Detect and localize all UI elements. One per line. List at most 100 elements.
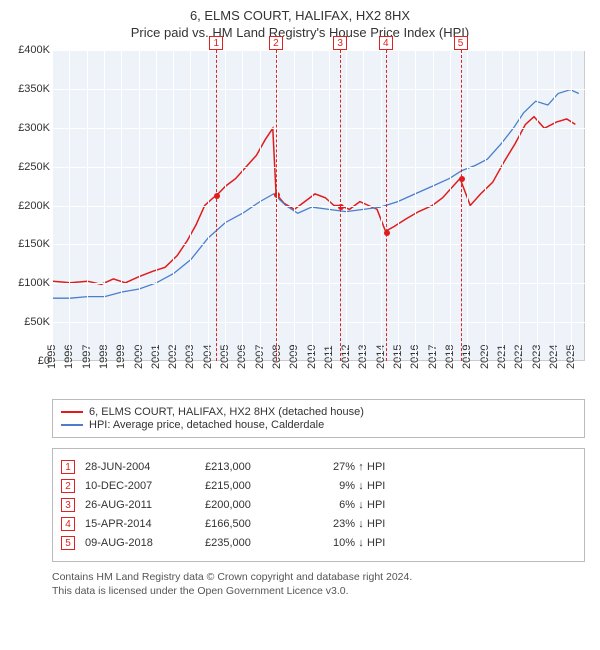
transaction-date: 26-AUG-2011 — [85, 499, 205, 511]
y-axis-tick: £300K — [12, 122, 50, 134]
transaction-direction-icon: ↓ — [355, 499, 367, 511]
y-gridline — [52, 89, 585, 90]
transaction-row: 4 15-APR-2014£166,50023%↓HPI — [61, 517, 576, 531]
transaction-hpi-label: HPI — [367, 461, 407, 473]
transaction-price: £235,000 — [205, 537, 305, 549]
transaction-pct: 9% — [305, 480, 355, 492]
legend-item-hpi: HPI: Average price, detached house, Cald… — [61, 419, 576, 431]
transaction-index: 5 — [61, 536, 75, 550]
x-gridline — [363, 50, 364, 361]
y-axis-tick: £100K — [12, 277, 50, 289]
y-gridline — [52, 167, 585, 168]
y-gridline — [52, 50, 585, 51]
series-line-price_paid — [53, 117, 575, 285]
x-gridline — [329, 50, 330, 361]
x-gridline — [571, 50, 572, 361]
transaction-hpi-label: HPI — [367, 518, 407, 530]
transaction-row: 5 09-AUG-2018£235,00010%↓HPI — [61, 536, 576, 550]
sale-marker-label: 2 — [269, 36, 283, 50]
y-gridline — [52, 244, 585, 245]
transaction-index: 3 — [61, 498, 75, 512]
y-axis-tick: £250K — [12, 161, 50, 173]
x-gridline — [294, 50, 295, 361]
transaction-row: 326-AUG-2011£200,0006%↓HPI — [61, 498, 576, 512]
x-gridline — [173, 50, 174, 361]
transaction-pct: 10% — [305, 537, 355, 549]
x-gridline — [502, 50, 503, 361]
transaction-direction-icon: ↓ — [355, 518, 367, 530]
x-gridline — [139, 50, 140, 361]
chart-legend: 6, ELMS COURT, HALIFAX, HX2 8HX (detache… — [52, 399, 585, 438]
x-gridline — [277, 50, 278, 361]
transaction-date: 10-DEC-2007 — [85, 480, 205, 492]
transaction-price: £213,000 — [205, 461, 305, 473]
y-axis-tick: £350K — [12, 83, 50, 95]
sale-point-dot — [459, 176, 465, 182]
x-gridline — [415, 50, 416, 361]
x-gridline — [554, 50, 555, 361]
y-axis-tick: £400K — [12, 44, 50, 56]
transactions-table: 128-JUN-2004£213,00027%↑HPI210-DEC-2007£… — [52, 448, 585, 562]
sale-marker-label: 4 — [379, 36, 393, 50]
chart-title-line1: 6, ELMS COURT, HALIFAX, HX2 8HX — [10, 8, 590, 23]
x-gridline — [260, 50, 261, 361]
transaction-row: 210-DEC-2007£215,0009%↓HPI — [61, 479, 576, 493]
sale-marker-label: 3 — [333, 36, 347, 50]
x-gridline — [450, 50, 451, 361]
transaction-index: 1 — [61, 460, 75, 474]
x-gridline — [87, 50, 88, 361]
y-axis-tick: £0 — [12, 355, 50, 367]
transaction-pct: 6% — [305, 499, 355, 511]
transaction-hpi-label: HPI — [367, 537, 407, 549]
x-gridline — [208, 50, 209, 361]
y-axis-tick: £200K — [12, 200, 50, 212]
sale-point-dot — [214, 193, 220, 199]
legend-item-price-paid: 6, ELMS COURT, HALIFAX, HX2 8HX (detache… — [61, 406, 576, 418]
transaction-hpi-label: HPI — [367, 480, 407, 492]
transaction-index: 4 — [61, 517, 75, 531]
sale-marker-line — [386, 50, 387, 361]
x-gridline — [225, 50, 226, 361]
x-gridline — [52, 50, 53, 361]
transaction-direction-icon: ↓ — [355, 480, 367, 492]
sale-marker-line — [216, 50, 217, 361]
x-gridline — [537, 50, 538, 361]
x-gridline — [467, 50, 468, 361]
x-gridline — [519, 50, 520, 361]
x-gridline — [433, 50, 434, 361]
transaction-row: 128-JUN-2004£213,00027%↑HPI — [61, 460, 576, 474]
x-gridline — [346, 50, 347, 361]
x-gridline — [398, 50, 399, 361]
sale-marker-line — [276, 50, 277, 361]
sale-marker-label: 5 — [454, 36, 468, 50]
sale-point-dot — [338, 204, 344, 210]
transaction-pct: 23% — [305, 518, 355, 530]
legend-label: HPI: Average price, detached house, Cald… — [89, 419, 324, 431]
y-gridline — [52, 283, 585, 284]
transaction-date: 15-APR-2014 — [85, 518, 205, 530]
x-gridline — [242, 50, 243, 361]
chart-title-line2: Price paid vs. HM Land Registry's House … — [10, 25, 590, 40]
y-axis-tick: £150K — [12, 238, 50, 250]
y-gridline — [52, 206, 585, 207]
x-gridline — [104, 50, 105, 361]
y-gridline — [52, 128, 585, 129]
x-gridline — [312, 50, 313, 361]
x-gridline — [156, 50, 157, 361]
transaction-price: £166,500 — [205, 518, 305, 530]
transaction-direction-icon: ↓ — [355, 537, 367, 549]
sale-marker-label: 1 — [209, 36, 223, 50]
y-axis-tick: £50K — [12, 316, 50, 328]
x-gridline — [381, 50, 382, 361]
transaction-index: 2 — [61, 479, 75, 493]
x-gridline — [121, 50, 122, 361]
transaction-date: 28-JUN-2004 — [85, 461, 205, 473]
x-axis-tick: 2025 — [565, 345, 591, 369]
x-gridline — [69, 50, 70, 361]
transaction-hpi-label: HPI — [367, 499, 407, 511]
chart-footer: Contains HM Land Registry data © Crown c… — [52, 570, 590, 598]
footer-line: This data is licensed under the Open Gov… — [52, 584, 590, 598]
transaction-date: 09-AUG-2018 — [85, 537, 205, 549]
sale-marker-line — [461, 50, 462, 361]
legend-swatch — [61, 411, 83, 413]
